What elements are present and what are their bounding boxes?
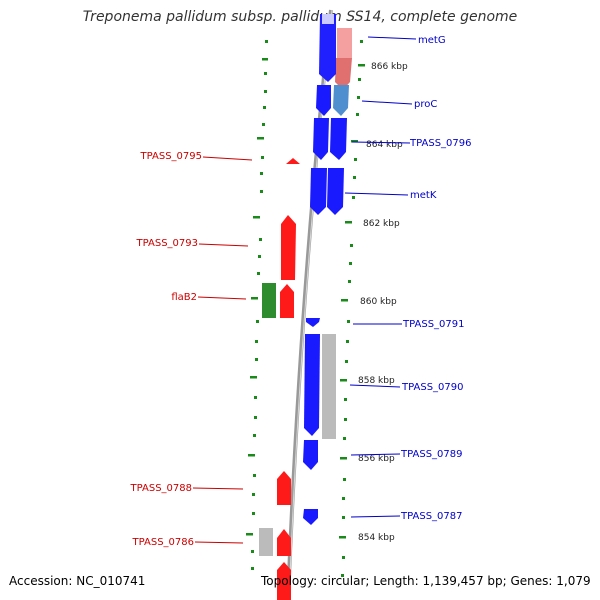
gene-label-metK[interactable]: metK	[410, 190, 437, 201]
gene-label-TPASS_0793[interactable]: TPASS_0793	[136, 238, 198, 249]
gene-feature-reverse	[327, 168, 344, 215]
gene-feature-reverse	[330, 118, 347, 160]
reverse-strand-genes	[303, 14, 349, 525]
gene-feature-forward	[277, 562, 291, 600]
gene-feature-reverse	[319, 14, 336, 82]
gene-feature-rna	[262, 283, 276, 318]
gene-feature-reverse	[322, 14, 334, 24]
gene-label-TPASS_0786[interactable]: TPASS_0786	[132, 537, 194, 548]
right-leaders	[344, 36, 417, 518]
gene-label-TPASS_0791[interactable]: TPASS_0791	[402, 319, 464, 330]
gene-feature-forward	[280, 284, 294, 318]
gene-feature-reverse	[306, 318, 320, 327]
gene-label-TPASS_0790[interactable]: TPASS_0790	[401, 382, 463, 393]
right-ruler	[339, 40, 365, 577]
gene-feature-forward	[277, 471, 291, 505]
left-ruler	[246, 40, 268, 570]
gene-label-TPASS_0796[interactable]: TPASS_0796	[409, 138, 471, 149]
gene-feature-pink	[337, 28, 352, 58]
rrna-track	[335, 28, 352, 90]
gene-feature-reverse	[313, 118, 329, 160]
gene-feature-light-blue	[333, 85, 349, 116]
gene-label-TPASS_0789[interactable]: TPASS_0789	[400, 449, 462, 460]
gene-feature-reverse	[316, 85, 331, 116]
accession-text: Accession: NC_010741	[9, 574, 146, 588]
kbp-label-854: 854 kbp	[358, 533, 395, 543]
kbp-label-858: 858 kbp	[358, 376, 395, 386]
gene-label-TPASS_0787[interactable]: TPASS_0787	[400, 511, 462, 522]
left-leaders	[192, 156, 253, 544]
topology-text: Topology: circular; Length: 1,139,457 bp…	[261, 574, 591, 588]
map-title: Treponema pallidum subsp. pallidum SS14,…	[82, 9, 518, 25]
gene-feature-reverse	[310, 168, 327, 215]
gene-label-metG[interactable]: metG	[418, 35, 446, 46]
kbp-label-864: 864 kbp	[366, 140, 403, 150]
gene-feature-reverse	[304, 334, 320, 436]
gene-label-proC[interactable]: proC	[414, 99, 437, 110]
forward-strand-genes	[259, 158, 300, 600]
gene-label-flaB2[interactable]: flaB2	[171, 292, 197, 303]
gene-feature-forward	[281, 215, 296, 280]
kbp-label-856: 856 kbp	[358, 454, 395, 464]
gene-feature-reverse	[303, 509, 318, 525]
gene-feature-forward	[277, 529, 291, 556]
gene-label-TPASS_0795[interactable]: TPASS_0795	[140, 151, 202, 162]
gene-feature-reverse	[303, 440, 318, 470]
gene-feature-pseudogene	[259, 528, 273, 556]
gene-feature-pink	[335, 58, 352, 90]
gene-feature-forward	[286, 158, 300, 164]
gene-feature-pseudogene	[322, 334, 336, 439]
kbp-label-866: 866 kbp	[371, 62, 408, 72]
gene-label-TPASS_0788[interactable]: TPASS_0788	[130, 483, 192, 494]
kbp-label-860: 860 kbp	[360, 297, 397, 307]
kbp-label-862: 862 kbp	[363, 219, 400, 229]
